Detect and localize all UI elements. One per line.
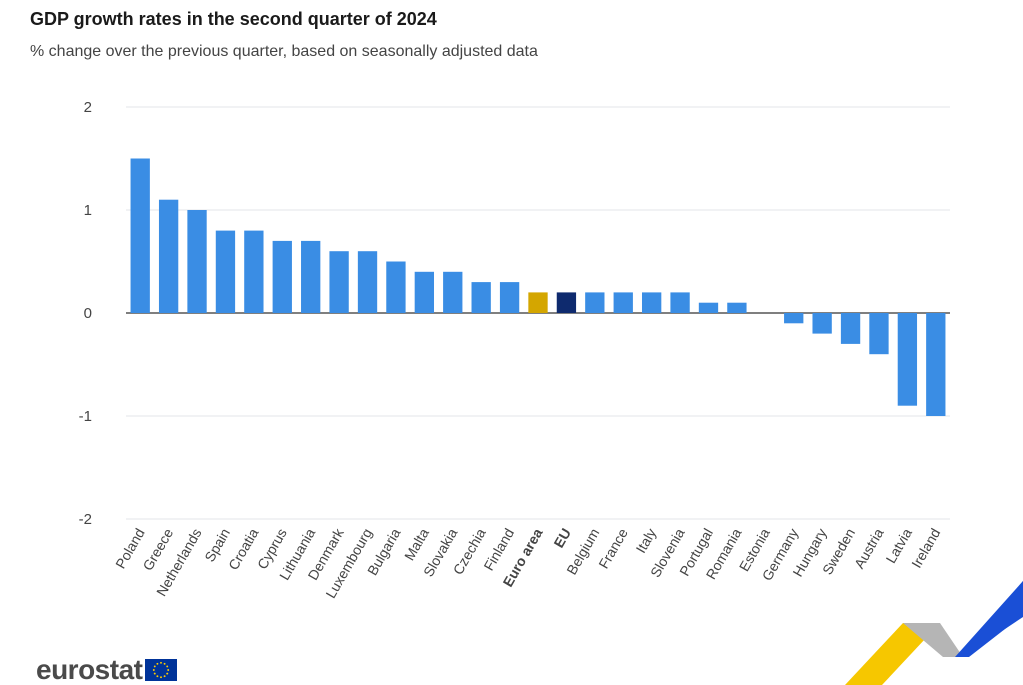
flag-star [156, 675, 159, 678]
flag-star [166, 665, 169, 668]
bar-finland [499, 282, 520, 313]
flag-star [164, 675, 167, 678]
eu-flag-icon [145, 659, 178, 681]
bar-belgium [585, 292, 605, 313]
bar-czechia [471, 282, 491, 313]
x-tick-label: Austria [851, 525, 887, 571]
bar-hungary [812, 313, 832, 334]
bar-croatia [244, 230, 264, 313]
y-tick-label: -2 [79, 511, 92, 528]
bar-netherlands [187, 210, 207, 313]
bars [130, 158, 946, 416]
bar-austria [869, 313, 889, 355]
logo-text: eurostat [36, 654, 143, 685]
bar-romania [727, 302, 747, 313]
x-tick-label: EU [550, 526, 574, 551]
y-tick-label: 0 [84, 305, 92, 322]
chart-subtitle: % change over the previous quarter, base… [30, 43, 538, 60]
bar-eu [556, 292, 577, 313]
y-tick-label: 2 [84, 99, 92, 116]
bar-poland [130, 158, 150, 313]
bar-bulgaria [386, 261, 406, 313]
bar-euro-area [528, 292, 548, 313]
bar-luxembourg [357, 251, 378, 313]
bar-italy [641, 292, 662, 313]
bar-malta [414, 271, 435, 313]
bar-germany [784, 313, 804, 324]
bar-spain [215, 230, 236, 313]
flag-star [154, 672, 157, 675]
bar-france [613, 292, 633, 313]
flag-star [167, 669, 170, 671]
flag-star [156, 662, 159, 665]
bar-lithuania [301, 240, 321, 313]
bar-portugal [698, 302, 719, 313]
y-axis: -2 -1 0 1 2 [79, 99, 92, 528]
bar-cyprus [272, 240, 292, 313]
bar-denmark [329, 251, 349, 313]
corner-decoration-icon [845, 581, 1023, 685]
y-tick-label: 1 [84, 202, 92, 219]
flag-star [153, 669, 156, 671]
y-tick-label: -1 [79, 408, 92, 425]
bar-greece [158, 199, 179, 313]
bar-latvia [897, 313, 918, 406]
bar-chart: -2 -1 0 1 2 PolandGreeceNetherlandsSpainCroa… [79, 99, 950, 601]
bar-sweden [840, 313, 861, 344]
bar-ireland [926, 313, 946, 416]
x-tick-label: France [595, 525, 631, 571]
bar-slovenia [670, 292, 690, 313]
flag-star [164, 662, 167, 665]
chart-title: GDP growth rates in the second quarter o… [30, 9, 437, 29]
x-tick-label: Italy [633, 526, 660, 556]
flag-star [160, 676, 163, 679]
flag-star [160, 661, 163, 664]
bar-slovakia [443, 271, 463, 313]
flag-star [154, 665, 157, 668]
x-tick-label: Ireland [908, 526, 943, 571]
eurostat-logo: eurostat [36, 654, 178, 685]
flag-star [166, 672, 169, 675]
x-axis: PolandGreeceNetherlandsSpainCroatiaCypru… [112, 525, 943, 601]
